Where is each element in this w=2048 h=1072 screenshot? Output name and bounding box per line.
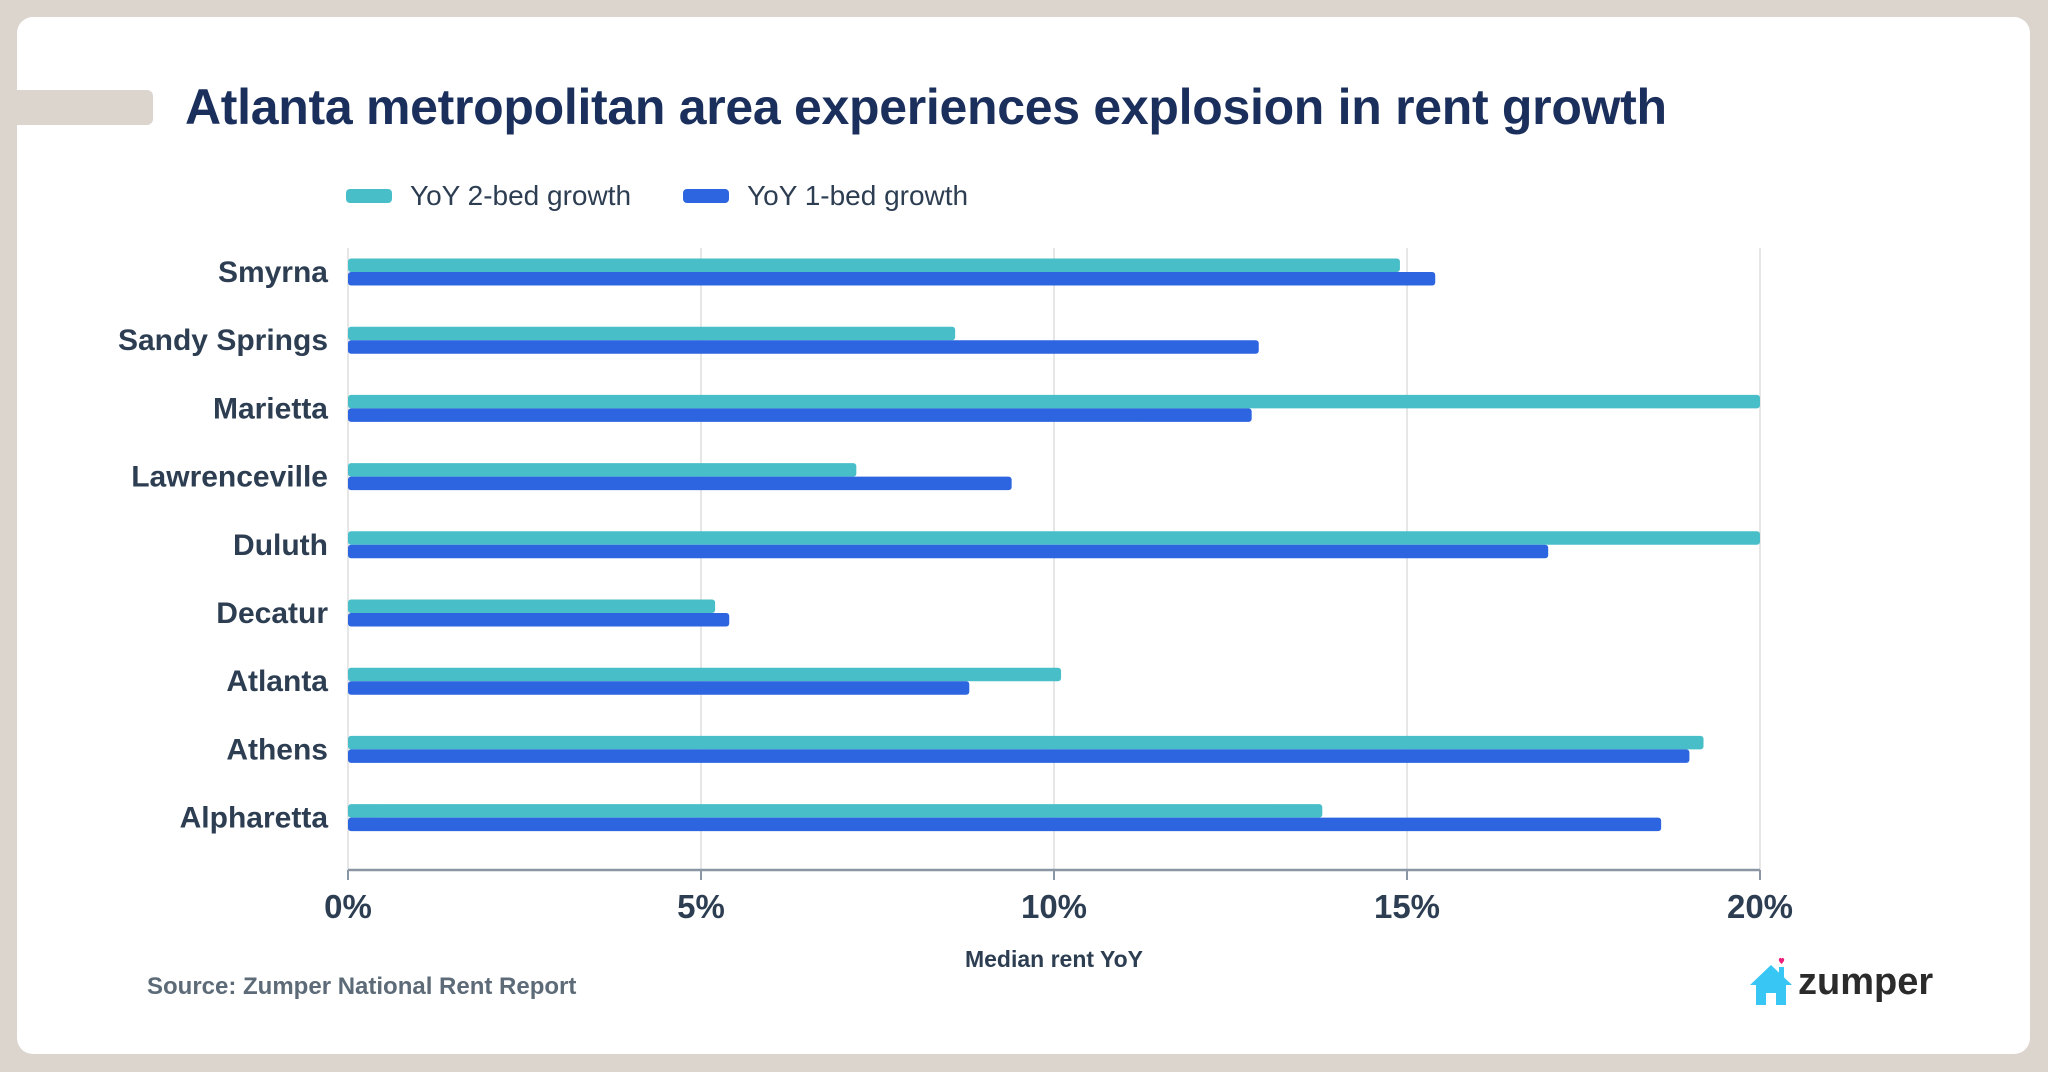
legend-label-1-bed: YoY 1-bed growth — [747, 180, 969, 211]
y-category-label: Lawrenceville — [131, 461, 328, 494]
bars — [348, 258, 1760, 832]
x-axis: 0% 5% 10% 15% 20% — [324, 868, 1793, 925]
bar-1-bed — [348, 817, 1662, 832]
bar-1-bed — [348, 272, 1436, 286]
y-category-label: Alpharetta — [180, 802, 329, 835]
legend-swatch-1-bed — [683, 189, 730, 203]
y-category-label: Atlanta — [226, 665, 328, 698]
bar-1-bed — [348, 749, 1690, 763]
decorative-tab-bar — [17, 90, 153, 125]
house-with-heart-icon — [1750, 957, 1792, 1005]
source-note: Source: Zumper National Rent Report — [147, 973, 577, 1000]
bar-2-bed — [348, 667, 1062, 682]
bar-1-bed — [348, 476, 1012, 491]
bar-1-bed — [348, 340, 1259, 354]
x-axis-label: Median rent YoY — [965, 946, 1143, 972]
y-category-label: Marietta — [213, 392, 328, 425]
x-tick-label: 10% — [1021, 888, 1087, 925]
bar-2-bed — [348, 531, 1760, 545]
bar-1-bed — [348, 613, 730, 627]
chart-title: Atlanta metropolitan area experiences ex… — [185, 79, 1667, 135]
y-category-label: Sandy Springs — [118, 324, 328, 357]
y-category-label: Duluth — [233, 529, 328, 562]
legend-item-2-bed: YoY 2-bed growth — [346, 180, 631, 212]
x-tick-label: 0% — [324, 888, 372, 925]
bar-1-bed — [348, 408, 1252, 422]
y-category-label: Athens — [226, 733, 328, 766]
legend: YoY 2-bed growth YoY 1-bed growth — [346, 180, 1020, 212]
legend-item-1-bed: YoY 1-bed growth — [683, 180, 968, 212]
x-tick-label: 15% — [1374, 888, 1440, 925]
zumper-wordmark: zumper — [1798, 961, 1934, 1003]
bar-2-bed — [348, 735, 1704, 750]
y-category-label: Decatur — [216, 597, 328, 630]
bar-2-bed — [348, 394, 1760, 409]
legend-label-2-bed: YoY 2-bed growth — [410, 180, 632, 211]
y-axis-labels: Smyrna Sandy Springs Marietta Lawrenceville… — [118, 256, 328, 835]
bar-2-bed — [348, 463, 857, 477]
bar-2-bed — [348, 804, 1323, 818]
bar-1-bed — [348, 681, 970, 695]
zumper-logo: zumper — [1748, 957, 1933, 1007]
bar-2-bed — [348, 599, 716, 613]
bar-2-bed — [348, 258, 1400, 272]
x-tick-label: 20% — [1727, 888, 1793, 925]
x-tick-label: 5% — [677, 888, 725, 925]
y-category-label: Smyrna — [218, 256, 328, 289]
bar-1-bed — [348, 544, 1549, 559]
legend-swatch-2-bed — [346, 189, 392, 203]
bar-2-bed — [348, 326, 956, 341]
